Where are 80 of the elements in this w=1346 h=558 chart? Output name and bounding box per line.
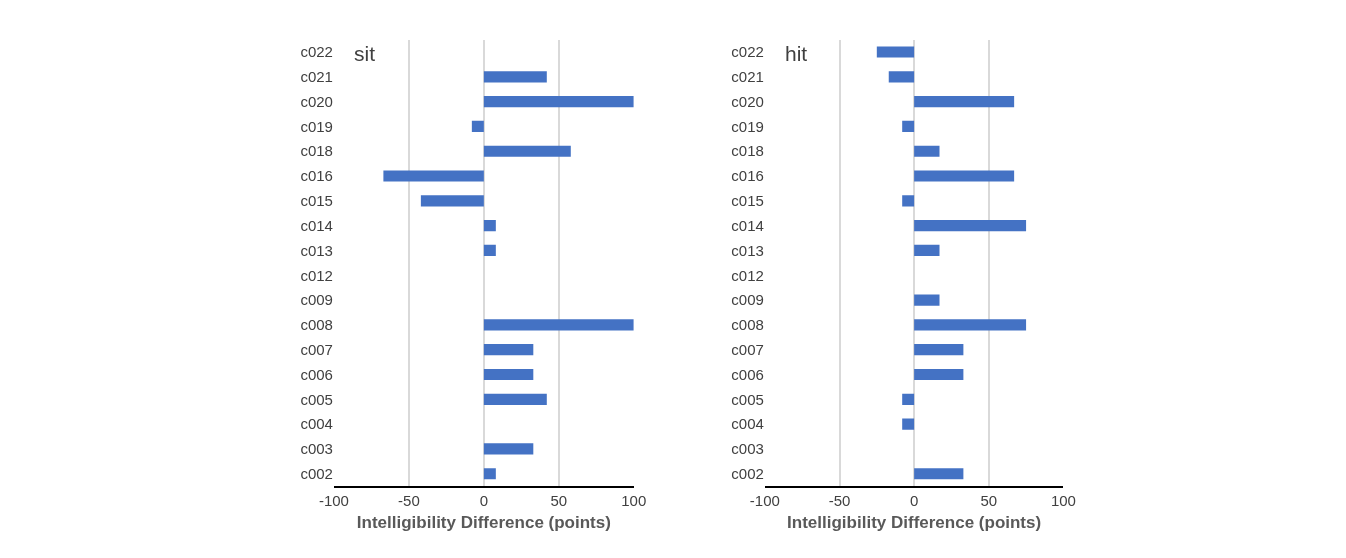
y-tick-label: c018 (731, 142, 764, 160)
y-tick-label: c009 (731, 291, 764, 309)
x-tick-label: -50 (398, 492, 420, 510)
x-tick-label: 0 (909, 492, 919, 510)
y-tick-label: c005 (731, 390, 764, 408)
bar (383, 170, 484, 182)
y-tick-label: c005 (300, 390, 333, 408)
y-tick-label: c002 (300, 464, 333, 482)
bar (902, 393, 915, 405)
bar (483, 443, 534, 455)
y-tick-label: c003 (731, 440, 764, 458)
y-tick-label: c002 (731, 464, 764, 482)
x-tick-label: 100 (1050, 492, 1076, 510)
bar (483, 368, 534, 381)
y-tick-label: c003 (300, 440, 333, 458)
bar (902, 120, 915, 132)
bar (483, 145, 571, 157)
y-tick-label: c007 (300, 340, 333, 358)
bar (888, 71, 915, 83)
y-tick-label: c013 (300, 241, 333, 259)
x-tick-label: -100 (749, 492, 780, 510)
chart-title: hit (785, 42, 808, 65)
y-tick-label: c022 (300, 43, 333, 61)
bar (914, 170, 1015, 182)
x-tick-label: -50 (828, 492, 851, 510)
y-tick-label: c014 (731, 216, 764, 234)
x-tick-label: 0 (479, 492, 489, 510)
y-tick-label: c015 (300, 192, 333, 210)
y-tick-label: c020 (731, 92, 764, 110)
x-tick-label: 50 (550, 492, 568, 510)
y-tick-label: c019 (300, 117, 333, 135)
x-tick-label: 100 (621, 492, 647, 510)
chart-title: sit (354, 42, 376, 65)
bar (471, 120, 484, 132)
bar (876, 46, 915, 58)
y-tick-label: c006 (300, 365, 333, 383)
bar (483, 468, 496, 480)
y-tick-label: c016 (300, 167, 333, 185)
x-axis-title: Intelligibility Difference (points) (787, 513, 1042, 533)
x-tick-label: -100 (318, 492, 349, 510)
bar (914, 468, 964, 480)
bar (483, 344, 534, 356)
y-tick-label: c018 (300, 142, 333, 160)
y-tick-label: c004 (300, 415, 333, 433)
bar (914, 220, 1027, 232)
y-tick-label: c021 (731, 68, 764, 86)
y-tick-label: c007 (731, 340, 764, 358)
y-tick-label: c013 (731, 241, 764, 259)
bar (914, 145, 940, 157)
y-tick-label: c008 (731, 316, 764, 334)
x-axis-title: Intelligibility Difference (points) (356, 513, 611, 533)
bar (902, 418, 915, 430)
bar (914, 96, 1015, 108)
y-tick-label: c015 (731, 192, 764, 210)
y-tick-label: c019 (731, 117, 764, 135)
y-tick-label: c012 (300, 266, 333, 284)
x-tick-label: 50 (980, 492, 998, 510)
y-tick-label: c016 (731, 167, 764, 185)
y-tick-label: c014 (300, 216, 333, 234)
bar (420, 195, 484, 207)
bar (914, 368, 964, 381)
bar (914, 319, 1027, 331)
bar (483, 319, 634, 331)
y-tick-label: c009 (300, 291, 333, 309)
y-tick-label: c022 (731, 43, 764, 61)
bar (483, 393, 547, 405)
y-tick-label: c020 (300, 92, 333, 110)
bar (914, 294, 940, 306)
bar (483, 71, 547, 83)
bar (902, 195, 915, 207)
y-tick-label: c008 (300, 316, 333, 334)
y-tick-label: c006 (731, 365, 764, 383)
bar (483, 96, 634, 108)
bar (914, 344, 964, 356)
bar (914, 244, 940, 257)
bar (483, 244, 496, 257)
bar (483, 220, 496, 232)
y-tick-label: c021 (300, 68, 333, 86)
y-tick-label: c012 (731, 266, 764, 284)
y-tick-label: c004 (731, 415, 764, 433)
